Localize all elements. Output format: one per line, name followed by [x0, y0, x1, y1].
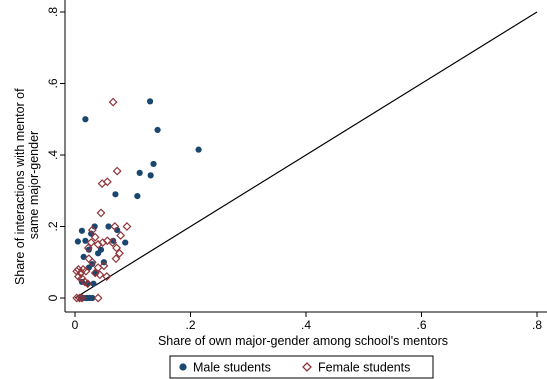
data-point-male	[105, 223, 112, 230]
x-tick-label: .2	[185, 318, 195, 332]
data-point-female	[98, 238, 108, 248]
data-point-female	[102, 236, 112, 246]
axes: 0 .2 .4 .6 .8 0 .2 .4 .6 .8	[46, 0, 547, 332]
x-tick-label: 0	[72, 318, 79, 332]
series-male-students	[74, 98, 202, 302]
data-point-male	[146, 98, 154, 105]
legend-label-female: Female students	[318, 361, 410, 375]
data-point-male	[89, 260, 96, 268]
data-point-female	[112, 166, 122, 176]
y-axis-title-line-2: same major-gender	[27, 131, 41, 239]
reference-line-45deg	[74, 11, 538, 299]
data-point-male	[90, 280, 97, 287]
data-marks	[72, 97, 202, 303]
data-point-female	[84, 254, 94, 264]
y-tick-label: .8	[46, 7, 60, 17]
data-point-male	[82, 237, 89, 244]
y-axis-title-line-1: Share of interactions with mentor of	[13, 88, 27, 285]
x-tick-label: .8	[532, 318, 542, 332]
series-female-students	[72, 97, 132, 303]
data-point-male	[150, 160, 157, 168]
data-point-male	[97, 246, 105, 253]
x-tick-label: .4	[301, 318, 311, 332]
data-point-male	[154, 126, 161, 134]
y-tick-label: .4	[46, 150, 60, 160]
data-point-female	[108, 238, 117, 248]
data-point-male	[147, 172, 154, 179]
data-point-female	[116, 230, 126, 240]
data-point-male	[88, 230, 95, 237]
data-point-female	[110, 222, 120, 231]
data-point-female	[102, 177, 112, 187]
data-point-female	[93, 239, 103, 249]
data-point-female	[115, 248, 124, 258]
data-point-male	[195, 146, 202, 153]
data-point-female	[83, 279, 93, 289]
data-point-female	[97, 179, 107, 189]
y-tick-label: .2	[46, 221, 60, 231]
data-point-male	[74, 238, 81, 245]
data-point-female	[122, 222, 132, 231]
data-point-male	[134, 193, 141, 200]
data-point-female	[86, 238, 96, 248]
legend: Male students Female students	[169, 355, 434, 379]
data-point-male	[112, 191, 119, 198]
data-point-female	[87, 225, 97, 235]
data-point-female	[111, 254, 121, 264]
legend-marker-male	[179, 363, 187, 371]
data-point-male	[82, 116, 89, 123]
data-point-female	[102, 272, 112, 281]
legend-box	[169, 355, 434, 379]
y-tick-label: .6	[46, 78, 60, 88]
reference-line-group	[74, 11, 538, 299]
data-point-female	[99, 261, 109, 271]
x-axis-title: Share of own major-gender among school's…	[158, 334, 448, 348]
data-point-female	[81, 266, 91, 276]
y-axis-title: Share of interactions with mentor of sam…	[13, 85, 41, 285]
y-tick-label: 0	[46, 294, 60, 301]
data-point-female	[83, 243, 93, 253]
data-point-male	[78, 227, 86, 234]
data-point-female	[95, 270, 105, 280]
data-point-female	[90, 268, 100, 278]
data-point-female	[93, 293, 103, 303]
data-point-female	[75, 293, 85, 303]
data-point-male	[122, 239, 129, 246]
legend-marker-female	[302, 362, 312, 372]
data-point-female	[112, 243, 122, 253]
data-point-female	[93, 263, 103, 273]
data-point-male	[89, 294, 96, 302]
data-point-female	[77, 293, 87, 303]
data-point-female	[96, 208, 106, 218]
x-tick-label: .6	[416, 318, 426, 332]
data-point-female	[108, 97, 118, 107]
data-point-female	[90, 232, 100, 242]
data-point-male	[136, 169, 143, 176]
legend-label-male: Male students	[193, 361, 271, 375]
